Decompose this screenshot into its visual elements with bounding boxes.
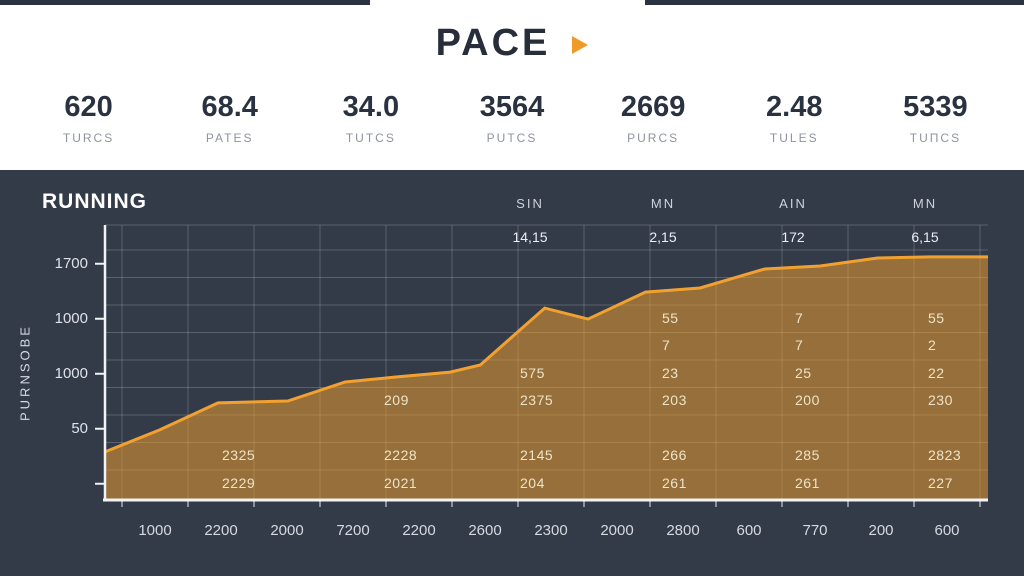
stat-label: TUTCS: [345, 130, 396, 145]
stat-tules: 2.48 TULES: [724, 91, 865, 145]
stat-turcs: 620 TURCS: [18, 91, 159, 145]
stat-value: 620: [64, 91, 113, 123]
stat-value: 5339: [903, 91, 968, 123]
stat-label: PATES: [205, 130, 254, 145]
stat-label: TULES: [769, 130, 819, 145]
stats-row: 620 TURCS 68.4 PATES 34.0 TUTCS 3564 PUT…: [0, 91, 1024, 145]
page-title: PACE: [435, 22, 551, 64]
stat-tutcs: 34.0 TUTCS: [300, 91, 441, 145]
area-line: [104, 255, 988, 454]
chart-title: RUNNING: [42, 190, 147, 213]
area-fill: [105, 256, 988, 500]
chart-panel: RUNNING PURNSOBE SIN MN AIN MN 14,15 2,15 172 6…: [0, 170, 1024, 576]
stat-value: 3564: [479, 91, 545, 123]
stat-value: 2669: [620, 91, 686, 123]
stat-value: 34.0: [342, 91, 400, 123]
header: PACE: [0, 22, 1024, 65]
stat-label: TUΠCS: [909, 130, 962, 145]
stat-putcs: 3564 PUTCS: [441, 91, 582, 145]
stat-value: 2.48: [766, 91, 823, 123]
stat-label: TURCS: [62, 130, 115, 145]
area-chart: [95, 224, 988, 507]
stat-label: PUTCS: [486, 130, 538, 145]
stat-label: PURCS: [627, 130, 680, 145]
play-icon[interactable]: [572, 36, 589, 54]
stat-tuncs: 5339 TUΠCS: [865, 91, 1006, 145]
top-accent-strip-right: [645, 0, 1024, 5]
stat-pates: 68.4 PATES: [159, 91, 300, 145]
stat-purcs: 2669 PURCS: [583, 91, 724, 145]
top-accent-strip-left: [0, 0, 370, 5]
stat-value: 68.4: [201, 91, 258, 123]
